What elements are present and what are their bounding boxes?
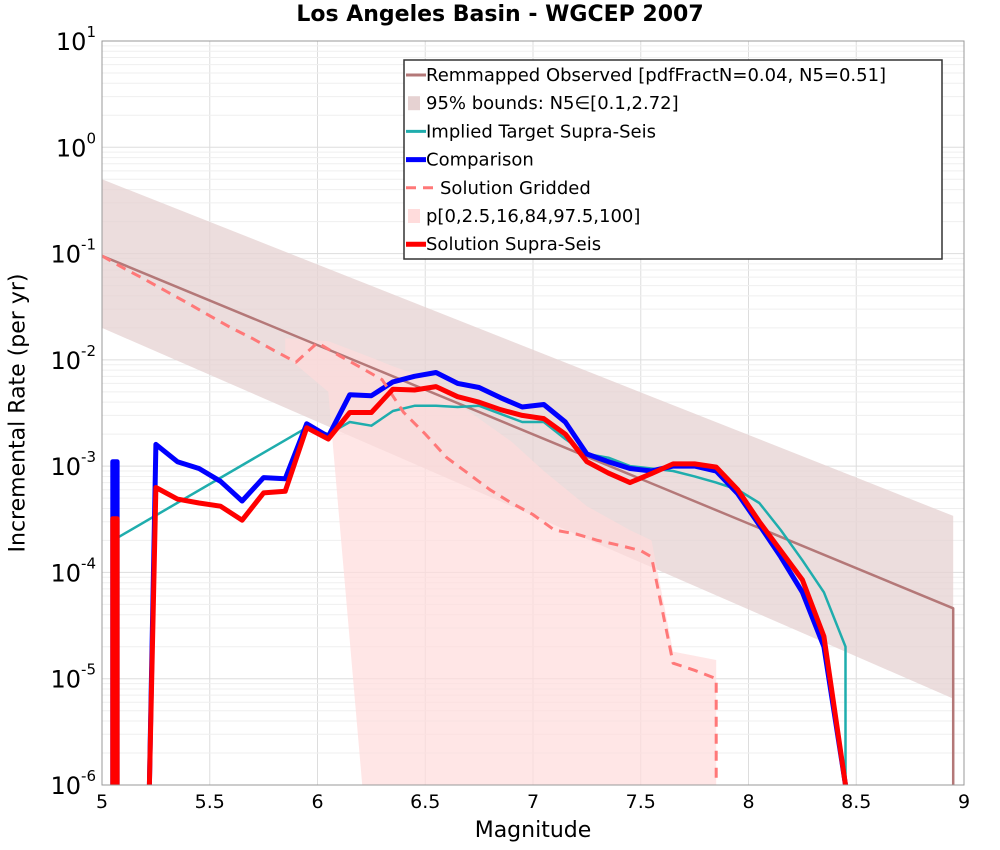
x-tick-label: 7 bbox=[527, 791, 539, 813]
y-tick-label: 10-5 bbox=[50, 661, 96, 694]
legend-label: Solution Supra-Seis bbox=[426, 234, 601, 255]
legend-label: p[0,2.5,16,84,97.5,100] bbox=[426, 206, 640, 227]
x-tick-label: 5.5 bbox=[195, 791, 225, 813]
plot-frame bbox=[101, 40, 965, 786]
legend-box bbox=[403, 59, 943, 260]
y-tick-label: 10-1 bbox=[50, 236, 96, 269]
y-tick-label: 10-6 bbox=[50, 767, 96, 800]
legend-swatch bbox=[408, 209, 420, 223]
x-axis-label: Magnitude bbox=[474, 818, 592, 843]
y-tick-label: 10-4 bbox=[50, 554, 96, 587]
legend: Remmapped Observed [pdfFractN=0.04, N5=0… bbox=[403, 59, 943, 260]
series-line bbox=[102, 254, 955, 785]
x-axis-ticks: 5 5.5 6 6.5 7 7.5 8 8.5 9 bbox=[96, 791, 970, 813]
x-tick-label: 9 bbox=[958, 791, 970, 813]
x-tick-label: 8.5 bbox=[841, 791, 871, 813]
series-line bbox=[110, 370, 848, 785]
legend-label: Comparison bbox=[426, 150, 534, 171]
legend-label: Implied Target Supra-Seis bbox=[426, 121, 656, 142]
y-tick-label: 101 bbox=[56, 23, 96, 56]
legend-label: Remmapped Observed [pdfFractN=0.04, N5=0… bbox=[426, 65, 886, 86]
legend-label: 95% bounds: N5∈[0.1,2.72] bbox=[426, 93, 679, 114]
y-axis-label: Incremental Rate (per yr) bbox=[5, 273, 31, 553]
series-line bbox=[110, 384, 848, 785]
y-tick-label: 100 bbox=[56, 129, 96, 162]
y-tick-label: 10-3 bbox=[50, 448, 96, 481]
band-layer bbox=[102, 179, 954, 785]
y-tick-label: 10-2 bbox=[50, 342, 96, 375]
x-tick-label: 5 bbox=[96, 791, 108, 813]
x-tick-label: 8 bbox=[742, 791, 754, 813]
band-area bbox=[285, 338, 717, 785]
series-line bbox=[111, 404, 847, 785]
legend-label: Solution Gridded bbox=[440, 178, 591, 199]
band-area bbox=[102, 179, 954, 699]
x-tick-label: 6 bbox=[311, 791, 323, 813]
x-tick-label: 7.5 bbox=[626, 791, 656, 813]
series-layer bbox=[102, 254, 955, 785]
chart-title: Los Angeles Basin - WGCEP 2007 bbox=[296, 2, 704, 27]
legend-swatch bbox=[408, 96, 420, 111]
y-axis-ticks: 10-6 10-5 10-4 10-3 10-2 10-1 100 101 bbox=[50, 23, 96, 800]
x-tick-label: 6.5 bbox=[410, 791, 440, 813]
series-line bbox=[102, 254, 718, 785]
